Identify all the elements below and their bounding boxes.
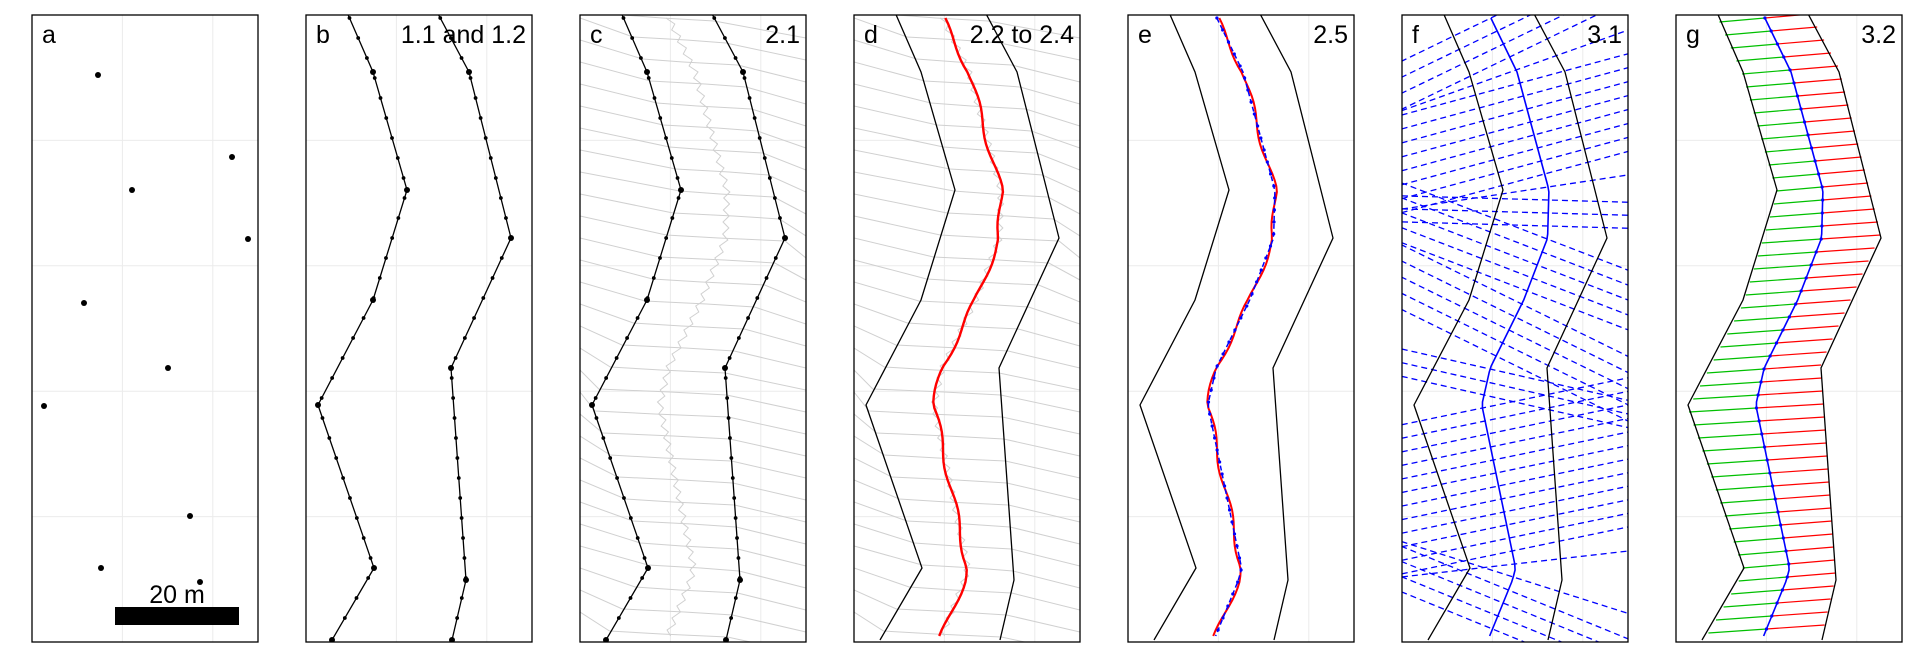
point	[41, 403, 47, 409]
right-widths	[1756, 15, 1881, 630]
panel-grid	[580, 15, 806, 642]
panel-step-label: 2.2 to 2.4	[970, 21, 1074, 49]
left-bank-line	[865, 15, 956, 641]
panel-content	[315, 15, 514, 642]
left-bank-vertices	[589, 16, 684, 642]
right-bank-line	[1533, 15, 1608, 641]
left-bank-line	[1413, 15, 1504, 641]
scale-bar: 20 m	[115, 581, 239, 625]
panel-step-label: 2.5	[1313, 21, 1348, 49]
panel-content	[854, 15, 1080, 642]
point	[98, 565, 104, 571]
panel-grid	[32, 15, 258, 642]
panel-content	[41, 72, 251, 585]
panel-frame	[853, 14, 1081, 643]
left-bank-vertices	[315, 16, 410, 642]
point	[187, 513, 193, 519]
panel-frame	[1127, 14, 1355, 643]
raw-centerline	[1206, 17, 1278, 637]
panel-letter: c	[590, 21, 603, 49]
panel-step-label: 2.1	[765, 21, 800, 49]
panel-f: f 3.1	[1401, 14, 1629, 643]
panel-a: 20 m a	[31, 14, 259, 643]
panel-letter: g	[1686, 21, 1700, 49]
voronoi-edges	[580, 15, 806, 642]
point	[95, 72, 101, 78]
smoothed-centerline	[1481, 17, 1550, 637]
panel-b: b 1.1 and 1.2	[305, 14, 533, 643]
right-bank-vertices	[438, 16, 514, 642]
right-bank-vertices	[712, 16, 788, 642]
panel-step-label: 3.2	[1861, 21, 1896, 49]
panel-letter: d	[864, 21, 878, 49]
right-bank-line	[985, 15, 1060, 641]
panel-frame	[305, 14, 533, 643]
panel-content	[1139, 15, 1334, 641]
point	[81, 300, 87, 306]
point-cloud	[41, 72, 251, 585]
panel-g: g 3.2	[1675, 14, 1903, 643]
panel-frame	[579, 14, 807, 643]
right-bank-line	[1807, 15, 1882, 641]
panel-letter: b	[316, 21, 330, 49]
panel-letter: a	[42, 21, 56, 49]
panel-step-label: 3.1	[1587, 21, 1622, 49]
panel-grid	[306, 15, 532, 642]
right-bank-line	[711, 15, 786, 641]
point	[245, 236, 251, 242]
left-widths	[1688, 17, 1823, 634]
point	[129, 187, 135, 193]
panel-step-label: 1.1 and 1.2	[401, 21, 526, 49]
panel-e: e 2.5	[1127, 14, 1355, 643]
panel-grid	[1676, 15, 1902, 642]
raw-centerline	[932, 17, 1005, 637]
panel-grid	[1402, 15, 1628, 642]
right-bank-line	[437, 15, 512, 641]
panel-content	[1402, 15, 1628, 642]
panel-frame	[31, 14, 259, 643]
panel-letter: f	[1412, 21, 1419, 49]
transects	[1402, 15, 1628, 642]
centerline-nodes	[1206, 16, 1277, 632]
panel-d: d 2.2 to 2.4	[853, 14, 1081, 643]
panel-letter: e	[1138, 21, 1152, 49]
left-bank-line	[317, 15, 408, 641]
point	[229, 154, 235, 160]
panel-grid	[1128, 15, 1354, 642]
panel-grid	[854, 15, 1080, 642]
left-bank-line	[1139, 15, 1230, 641]
panel-content	[580, 15, 806, 642]
point	[165, 365, 171, 371]
panel-c: c 2.1	[579, 14, 807, 643]
panel-frame	[1675, 14, 1903, 643]
centerline-nodes	[1754, 16, 1825, 631]
panel-frame	[1401, 14, 1629, 643]
point	[197, 579, 203, 585]
scale-bar-label: 20 m	[149, 581, 205, 609]
right-bank-line	[1259, 15, 1334, 641]
voronoi-edges	[854, 15, 1080, 642]
panel-content	[1687, 15, 1882, 641]
left-bank-line	[1687, 15, 1778, 641]
